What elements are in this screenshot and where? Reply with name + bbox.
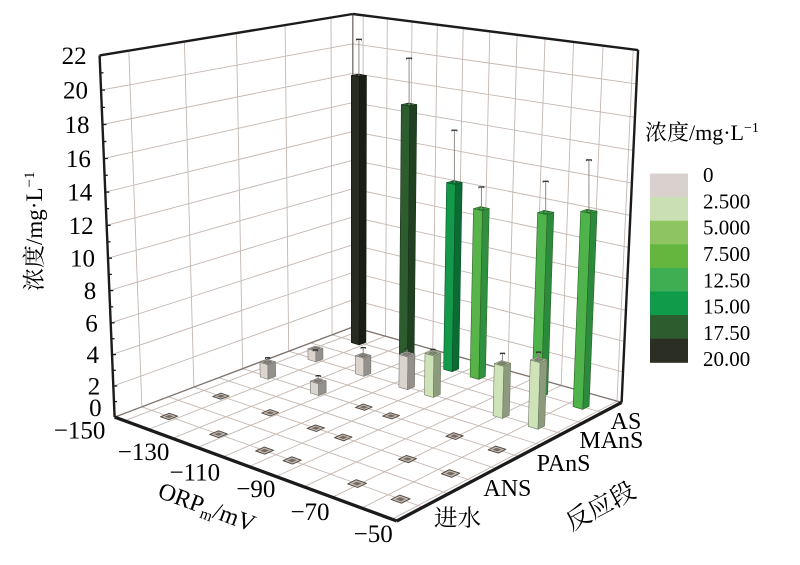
svg-text:12.50: 12.50: [703, 268, 750, 292]
svg-text:20.00: 20.00: [703, 347, 750, 371]
svg-text:14: 14: [67, 180, 93, 207]
svg-text:6: 6: [85, 310, 98, 337]
svg-text:4: 4: [87, 342, 100, 369]
svg-text:0: 0: [703, 163, 714, 187]
svg-text:−150: −150: [54, 418, 106, 445]
svg-text:AS: AS: [611, 409, 642, 435]
svg-text:18: 18: [65, 112, 90, 139]
svg-text:22: 22: [62, 43, 87, 70]
svg-text:ANS: ANS: [483, 476, 531, 502]
svg-text:2: 2: [88, 374, 101, 401]
svg-text:10: 10: [70, 246, 95, 273]
svg-text:20: 20: [63, 78, 88, 105]
svg-text:15.00: 15.00: [703, 295, 750, 319]
svg-text:17.50: 17.50: [703, 321, 750, 345]
svg-text:8: 8: [84, 278, 97, 305]
svg-text:5.000: 5.000: [703, 216, 750, 240]
svg-text:−50: −50: [354, 521, 393, 548]
svg-text:−130: −130: [118, 439, 170, 466]
svg-text:MAnS: MAnS: [579, 428, 643, 454]
svg-text:12: 12: [69, 213, 94, 240]
svg-text:7.500: 7.500: [703, 242, 750, 266]
svg-text:−90: −90: [236, 476, 275, 503]
svg-text:2.500: 2.500: [703, 189, 750, 213]
svg-text:−70: −70: [290, 499, 329, 526]
svg-text:PAnS: PAnS: [537, 451, 591, 477]
svg-text:0: 0: [89, 395, 102, 422]
svg-text:−110: −110: [169, 459, 220, 486]
svg-text:16: 16: [66, 146, 91, 173]
